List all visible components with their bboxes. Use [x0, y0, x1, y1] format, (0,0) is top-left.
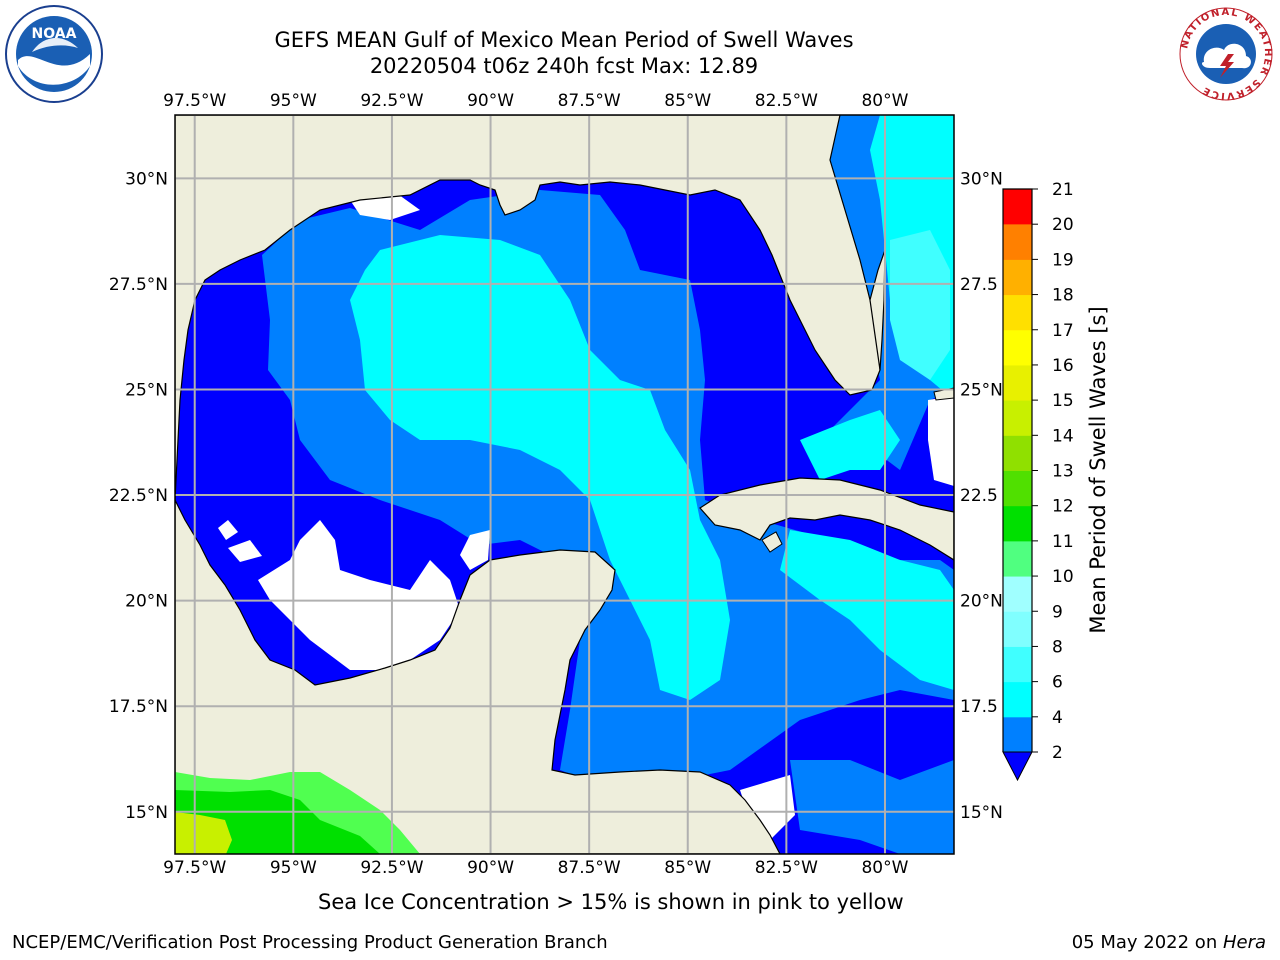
chart-title: GEFS MEAN Gulf of Mexico Mean Period of … [274, 28, 854, 52]
swell-band-4-6 [350, 235, 730, 700]
swell-band-4-6-strait [800, 410, 900, 480]
lat-label-right: 27.5 [960, 275, 998, 295]
lat-label-right: 22.5 [960, 486, 998, 506]
lat-label-left: 20°N [125, 592, 168, 612]
lat-label-right: 17.5 [960, 697, 998, 717]
lat-label-left: 22.5°N [109, 486, 168, 506]
no-data-patch-3 [460, 530, 490, 570]
colorbar-band [1003, 646, 1032, 683]
colorbar-band [1003, 364, 1032, 401]
lat-label-left: 17.5°N [109, 697, 168, 717]
lat-label-right: 20°N [960, 592, 1003, 612]
colorbar-tick-label: 10 [1052, 567, 1074, 587]
lat-labels-left: 30°N 27.5°N 25°N 22.5°N 20°N 17.5°N 15°N [109, 169, 168, 822]
land-isla-juventud [761, 531, 783, 553]
lon-label-top: 95°W [270, 91, 317, 111]
colorbar-band [1003, 329, 1032, 366]
colorbar-band [1003, 400, 1032, 436]
no-data-patch-1 [218, 520, 238, 540]
colorbar-tick-label: 6 [1052, 673, 1063, 693]
lat-labels-right: 30°N 27.5 25°N 22.5 20°N 17.5 15°N [960, 169, 1003, 822]
colorbar-band [1003, 259, 1032, 296]
land-mexico [175, 499, 781, 854]
colorbar: 2 4 6 8 9 10 11 12 13 14 15 16 17 18 19 20 21 [1002, 180, 1074, 782]
colorbar-band [1003, 189, 1032, 225]
noaa-logo-text: NOAA [32, 26, 77, 42]
lon-label-bottom: 82.5°W [755, 858, 818, 878]
colorbar-band [1003, 681, 1032, 718]
no-data-east-1 [928, 396, 954, 486]
swell-band-4-6-caribbean [780, 530, 954, 690]
chart-subtitle: 20220504 t06z 240h fcst Max: 12.89 [369, 54, 759, 78]
lon-label-top: 80°W [861, 91, 908, 111]
colorbar-tick-label: 12 [1052, 497, 1074, 517]
sea-ice-footnote: Sea Ice Concentration > 15% is shown in … [318, 890, 904, 914]
lat-label-left: 30°N [125, 169, 168, 189]
lon-labels-bottom: 97.5°W 95°W 92.5°W 90°W 87.5°W 85°W 82.5°W 80°W [163, 858, 908, 878]
lat-label-right: 25°N [960, 380, 1003, 400]
colorbar-tick-label: 16 [1052, 356, 1074, 376]
lat-label-left: 15°N [125, 803, 168, 823]
colorbar-extend-arrow [1002, 751, 1033, 782]
lon-label-top: 97.5°W [163, 91, 226, 111]
credit-left: NCEP/EMC/Verification Post Processing Pr… [12, 932, 608, 953]
credit-right: 05 May 2022 on Hera [1072, 932, 1266, 953]
colorbar-tick-label: 18 [1052, 286, 1074, 306]
colorbar-band [1003, 505, 1032, 542]
lon-label-bottom: 80°W [861, 858, 908, 878]
lat-label-left: 27.5°N [109, 275, 168, 295]
colorbar-tick-label: 21 [1052, 180, 1074, 200]
colorbar-tick-label: 4 [1052, 708, 1063, 728]
lon-label-top: 90°W [467, 91, 514, 111]
colorbar-band [1003, 540, 1032, 577]
map-frame [174, 114, 955, 855]
lon-label-top: 85°W [664, 91, 711, 111]
colorbar-band [1003, 470, 1032, 507]
nws-logo: NATIONAL WEATHER SERVICE [1179, 7, 1273, 101]
lon-label-bottom: 97.5°W [163, 858, 226, 878]
lat-label-left: 25°N [125, 380, 168, 400]
no-data-patch-2 [228, 540, 262, 562]
colorbar-band [1003, 611, 1032, 647]
noaa-logo: NOAA [5, 5, 103, 103]
colorbar-band [1003, 576, 1032, 612]
land-usa [175, 115, 881, 501]
colorbar-band [1003, 716, 1032, 753]
colorbar-tick-label: 8 [1052, 637, 1063, 657]
lon-label-bottom: 92.5°W [360, 858, 423, 878]
colorbar-tick-label: 15 [1052, 391, 1074, 411]
colorbar-band [1003, 435, 1032, 471]
colorbar-tick-label: 17 [1052, 321, 1074, 341]
map-plot-area [175, 115, 954, 854]
lon-label-top: 82.5°W [755, 91, 818, 111]
colorbar-band [1003, 224, 1032, 260]
colorbar-tick-label: 20 [1052, 215, 1074, 235]
lon-label-top: 92.5°W [360, 91, 423, 111]
pacific-field-yellow [175, 812, 232, 854]
swell-band-6-8 [890, 230, 950, 380]
lon-labels-top: 97.5°W 95°W 92.5°W 90°W 87.5°W 85°W 82.5°W 80°W [163, 91, 908, 111]
lon-label-bottom: 85°W [664, 858, 711, 878]
credit-host: Hera [1222, 932, 1266, 953]
credit-date: 05 May 2022 on [1071, 932, 1223, 953]
lon-label-top: 87.5°W [558, 91, 621, 111]
lat-label-right: 30°N [960, 169, 1003, 189]
lon-label-bottom: 87.5°W [558, 858, 621, 878]
colorbar-tick-label: 2 [1052, 743, 1063, 763]
colorbar-tick-label: 9 [1052, 602, 1063, 622]
colorbar-tick-label: 19 [1052, 250, 1074, 270]
land-cuba [699, 477, 954, 561]
colorbar-label: Mean Period of Swell Waves [s] [1086, 306, 1110, 633]
lon-label-bottom: 90°W [467, 858, 514, 878]
no-data-bay-of-campeche [258, 520, 460, 670]
swell-band-2-4-south [790, 760, 954, 854]
map-gridlines [175, 115, 954, 854]
lon-label-bottom: 95°W [270, 858, 317, 878]
colorbar-tick-label: 11 [1052, 532, 1074, 552]
lat-label-right: 15°N [960, 803, 1003, 823]
colorbar-tick-label: 13 [1052, 462, 1074, 482]
colorbar-band [1003, 294, 1032, 331]
colorbar-tick-label: 14 [1052, 426, 1074, 446]
